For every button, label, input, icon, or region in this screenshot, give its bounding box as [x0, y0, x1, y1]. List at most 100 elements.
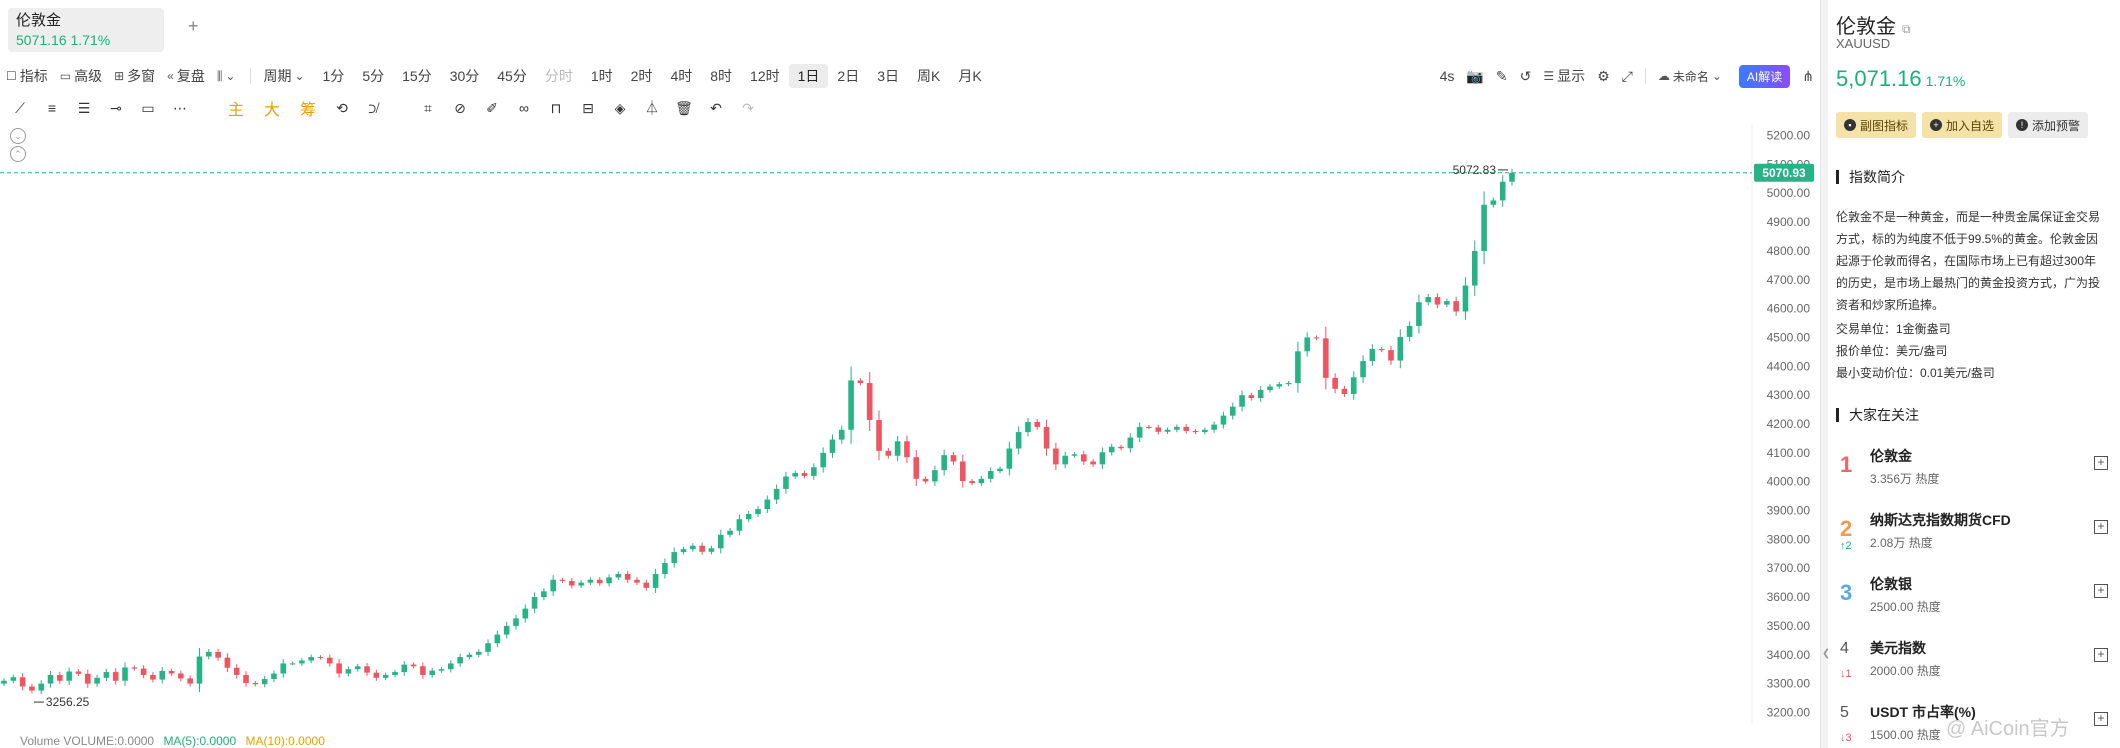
candle[interactable] — [103, 668, 110, 682]
candle[interactable] — [1220, 411, 1227, 429]
candle[interactable] — [857, 378, 864, 386]
candle[interactable] — [745, 510, 752, 523]
candle[interactable] — [1006, 441, 1013, 476]
candle[interactable] — [187, 675, 193, 687]
refresh-icon[interactable]: ⟲ — [336, 99, 348, 116]
candle[interactable] — [1229, 402, 1236, 420]
candle[interactable] — [1239, 390, 1245, 412]
candle[interactable] — [783, 471, 789, 494]
candle[interactable] — [894, 435, 901, 462]
candle[interactable] — [392, 669, 398, 678]
candle[interactable] — [84, 669, 91, 688]
period-5[interactable]: 分时 — [544, 68, 573, 84]
candle[interactable] — [1434, 293, 1441, 309]
candle[interactable] — [299, 658, 305, 666]
trash-icon[interactable]: 🗑 — [675, 99, 693, 116]
large-order-tool[interactable]: 大 — [263, 102, 280, 119]
candle[interactable] — [652, 568, 659, 594]
candle[interactable] — [820, 447, 826, 473]
candle[interactable] — [680, 546, 687, 555]
candle[interactable] — [615, 571, 622, 581]
period-4[interactable]: 45分 — [497, 68, 527, 84]
magnet-icon[interactable]: ∞ — [519, 100, 529, 116]
candle[interactable] — [364, 662, 370, 676]
candle[interactable] — [485, 639, 491, 656]
candle[interactable] — [475, 649, 482, 658]
candle[interactable] — [10, 674, 17, 684]
candle[interactable] — [1425, 294, 1432, 306]
candle[interactable] — [438, 667, 445, 673]
hide-icon[interactable]: ⊟ — [582, 99, 594, 116]
candle[interactable] — [429, 667, 435, 678]
candle[interactable] — [987, 467, 994, 483]
candle[interactable] — [401, 660, 408, 676]
candle[interactable] — [1025, 417, 1031, 437]
candle[interactable] — [1332, 373, 1338, 394]
candle[interactable] — [1053, 442, 1059, 471]
candle[interactable] — [997, 466, 1003, 474]
candle[interactable] — [690, 543, 696, 552]
chevron-left-icon[interactable]: ❮ — [1822, 648, 1831, 659]
fullscreen-icon[interactable]: ⤢ — [1621, 67, 1633, 84]
candle[interactable] — [1360, 355, 1366, 384]
candle[interactable] — [587, 577, 594, 586]
candle[interactable] — [205, 649, 212, 660]
candle[interactable] — [1090, 459, 1096, 467]
candle[interactable] — [699, 542, 705, 556]
add-watchlist-button[interactable]: + 加入自选 — [1922, 112, 2003, 138]
add-square-icon[interactable]: + — [2094, 456, 2108, 470]
filter-icon[interactable]: ⏃ — [645, 100, 659, 116]
add-alert-button[interactable]: ! 添加预警 — [2008, 112, 2089, 138]
candle[interactable] — [289, 661, 296, 666]
candle[interactable] — [1118, 444, 1124, 451]
candle[interactable] — [1323, 326, 1329, 390]
candle[interactable] — [1192, 428, 1199, 435]
candle[interactable] — [457, 653, 463, 667]
undo-icon[interactable]: ↶ — [710, 99, 722, 116]
period-8[interactable]: 4时 — [670, 68, 693, 84]
eye-icon[interactable]: ◈ — [614, 99, 626, 116]
candle[interactable] — [513, 614, 519, 630]
period-9[interactable]: 8时 — [710, 68, 733, 84]
candle[interactable] — [19, 673, 26, 691]
candle[interactable] — [448, 660, 454, 673]
chip-distribution-tool[interactable]: 筹 — [299, 102, 316, 119]
candle[interactable] — [75, 669, 82, 677]
candle[interactable] — [624, 570, 631, 583]
indicator-button[interactable]: ☐ 指标 — [6, 68, 48, 84]
candle[interactable] — [541, 588, 547, 601]
period-10[interactable]: 12时 — [750, 68, 780, 84]
candle[interactable] — [1304, 332, 1311, 357]
candlestick-chart[interactable]: 5200.005100.005000.004900.004800.004700.… — [0, 124, 1820, 748]
candle[interactable] — [1202, 427, 1208, 435]
candle[interactable] — [773, 484, 780, 504]
period-0[interactable]: 1分 — [322, 68, 345, 84]
candle[interactable] — [1453, 296, 1459, 316]
candle[interactable] — [959, 454, 966, 488]
candle[interactable] — [727, 527, 733, 538]
more-tools-icon[interactable]: ⋯ — [173, 99, 187, 116]
candle[interactable] — [866, 372, 873, 431]
period-6[interactable]: 1时 — [590, 68, 613, 84]
candle[interactable] — [261, 675, 268, 688]
candle[interactable] — [708, 545, 715, 555]
candle[interactable] — [662, 558, 668, 579]
candle[interactable] — [1481, 191, 1487, 265]
candle[interactable] — [47, 671, 54, 688]
candle[interactable] — [606, 574, 612, 587]
candle[interactable] — [1397, 329, 1404, 369]
period-1[interactable]: 5分 — [362, 68, 385, 84]
candle[interactable] — [1471, 240, 1478, 296]
candle[interactable] — [717, 529, 724, 554]
chart-type-button[interactable]: ⫼ ⌄ — [211, 64, 245, 88]
candle[interactable] — [792, 470, 799, 480]
candle[interactable] — [1350, 371, 1357, 400]
multi-window-button[interactable]: ⊞ 多窗 — [114, 68, 156, 84]
watch-item[interactable]: 4 ↓1 美元指数 2000.00 热度 + — [1836, 634, 2112, 698]
candle[interactable] — [1043, 419, 1050, 456]
candle[interactable] — [243, 671, 249, 687]
candle[interactable] — [159, 667, 166, 684]
candle[interactable] — [671, 547, 678, 568]
candle[interactable] — [1509, 168, 1515, 186]
candle[interactable] — [1071, 452, 1078, 458]
